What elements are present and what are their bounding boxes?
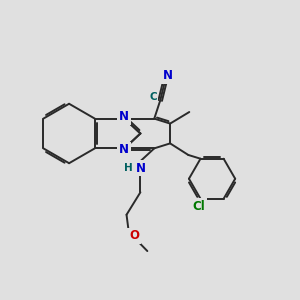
Text: O: O — [129, 230, 139, 242]
Text: Cl: Cl — [193, 200, 205, 212]
Text: N: N — [119, 143, 129, 157]
Text: N: N — [163, 69, 172, 82]
Text: C: C — [149, 92, 157, 102]
Text: H: H — [124, 163, 133, 173]
Text: N: N — [119, 110, 129, 124]
Text: N: N — [135, 162, 146, 175]
